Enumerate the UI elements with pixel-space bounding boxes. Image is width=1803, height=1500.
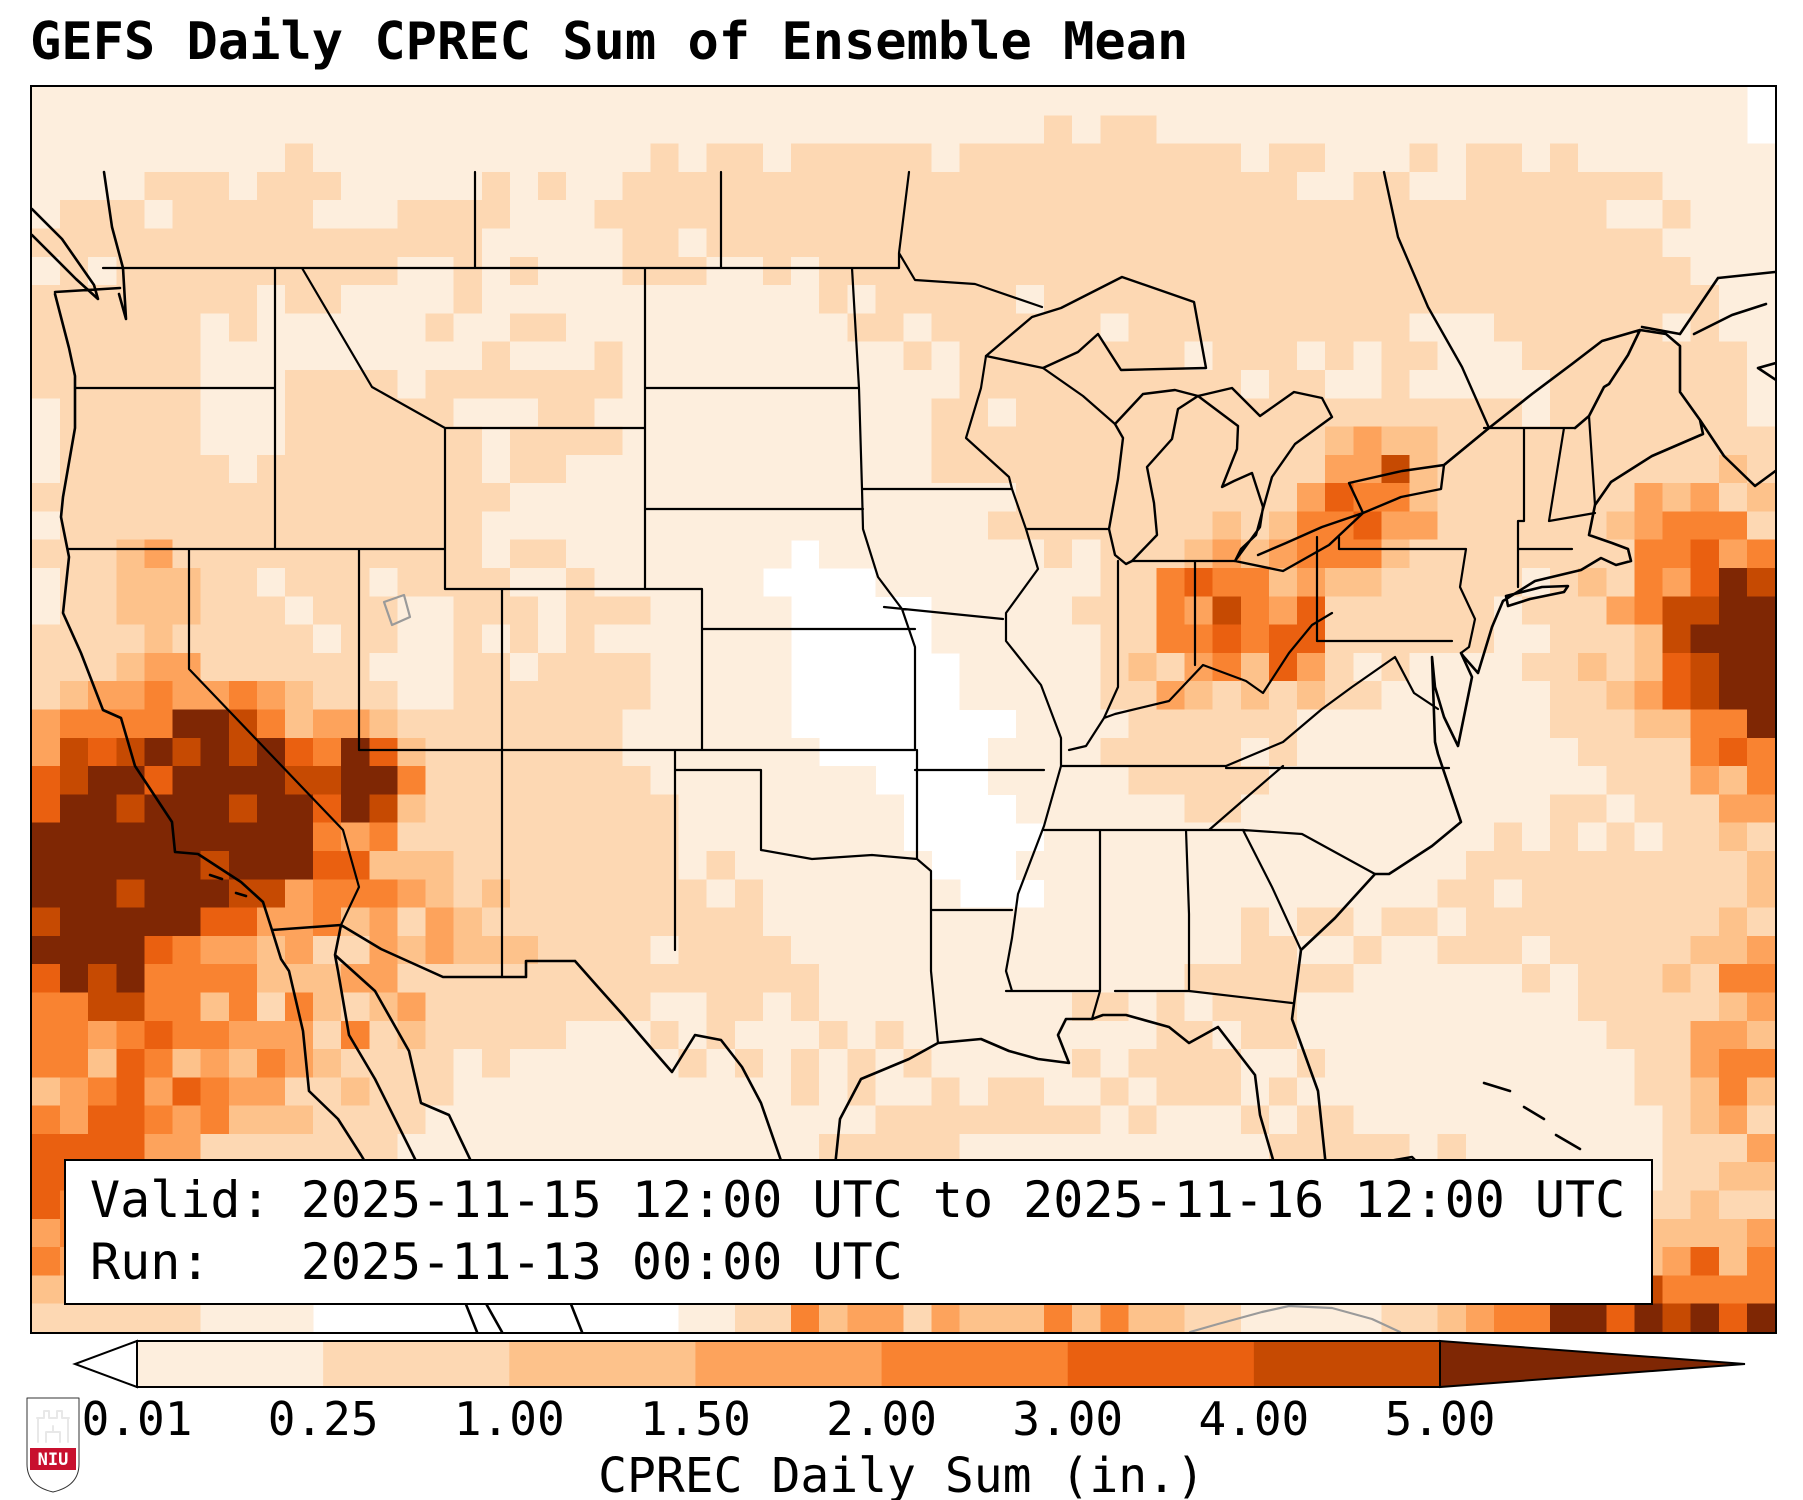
colorbar-tick-row: 0.01 0.25 1.00 1.50 2.00 3.00 4.00 5.00 — [30, 1392, 1773, 1446]
colorbar-tick: 1.50 — [640, 1392, 751, 1446]
colorbar — [30, 1338, 1773, 1392]
colorbar-tick: 1.00 — [453, 1392, 565, 1446]
niu-shield-icon — [26, 1397, 80, 1493]
cuba-and-inland-water-outline — [382, 593, 1402, 1332]
colorbar-tick: 5.00 — [1384, 1392, 1496, 1446]
niu-castle-icon — [36, 1410, 70, 1443]
colorbar-label: CPREC Daily Sum (in.) — [598, 1448, 1205, 1500]
niu-text: NIU — [38, 1450, 69, 1470]
colorbar-tick: 2.00 — [826, 1392, 937, 1446]
figure-title: GEFS Daily CPREC Sum of Ensemble Mean — [30, 12, 1189, 72]
niu-banner — [30, 1448, 76, 1470]
colorbar-tick: 3.00 — [1012, 1392, 1124, 1446]
niu-logo: NIU — [24, 1396, 82, 1494]
coastlines-and-national-borders — [32, 170, 1775, 1332]
state-borders — [67, 170, 1597, 1045]
great-lakes-outline — [984, 170, 1491, 573]
map-frame: Valid: 2025-11-15 12:00 UTC to 2025-11-1… — [30, 85, 1777, 1334]
colorbar-tick: 4.00 — [1198, 1392, 1310, 1446]
run-time-text: Run: 2025-11-13 00:00 UTC — [90, 1233, 903, 1291]
validity-info-box: Valid: 2025-11-15 12:00 UTC to 2025-11-1… — [64, 1159, 1654, 1305]
map-outline-layer — [32, 170, 1775, 1332]
colorbar-gradient — [72, 1339, 1746, 1389]
colorbar-tick: 0.01 — [81, 1392, 193, 1446]
valid-time-text: Valid: 2025-11-15 12:00 UTC to 2025-11-1… — [90, 1171, 1626, 1229]
colorbar-tick: 0.25 — [267, 1392, 379, 1446]
